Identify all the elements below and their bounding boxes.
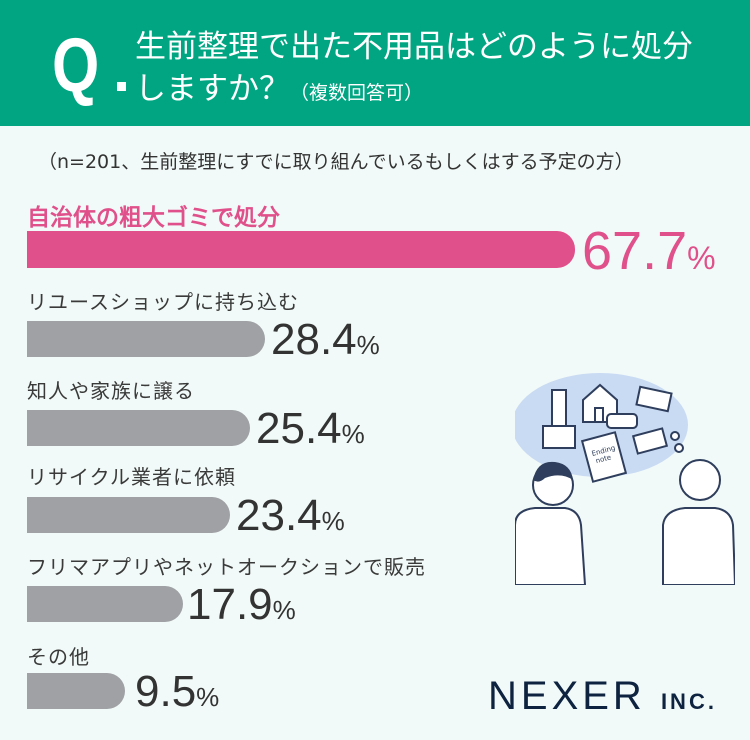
value-unit: % [272,595,296,625]
value-unit: % [321,506,345,536]
value-number: 67.7 [582,221,688,281]
value-number: 23.4 [236,491,322,540]
bar-value: 28.4% [271,318,380,367]
value-unit: % [687,240,716,276]
question-title-text: しますか？ [135,71,290,107]
value-unit: % [341,419,365,449]
item-label: リユースショップに持ち込む [27,290,299,314]
value-number: 17.9 [187,580,273,629]
question-title-suffix: （複数回答可） [290,82,424,104]
bar-value: 9.5% [135,670,219,719]
bar-value: 23.4% [236,494,345,543]
item-label: 自治体の粗大ゴミで処分 [27,205,280,231]
value-unit: % [196,682,220,712]
item-label: 知人や家族に譲る [27,379,195,403]
people-discussion-illustration: Ending note [515,373,735,585]
bar-value: 67.7% [582,224,716,285]
logo-suffix: INC. [660,689,717,714]
item-label: フリマアプリやネットオークションで販売 [27,555,426,579]
q-mark: Q [52,23,100,108]
value-number: 28.4 [271,315,357,364]
bar [27,231,575,268]
item-label: リサイクル業者に依頼 [27,465,236,489]
nexer-logo: NEXER INC. [488,674,717,719]
value-unit: % [356,330,380,360]
question-title-line1: 生前整理で出た不用品はどのように処分 [135,29,693,65]
bar-value: 25.4% [256,407,365,456]
bar-value: 17.9% [187,583,296,632]
sample-note: （n=201、生前整理にすでに取り組んでいるもしくはする予定の方） [38,151,634,173]
bar [27,321,265,357]
q-dot [117,82,126,91]
note-text: note [595,453,612,465]
bar [27,673,125,709]
question-title-line2: しますか？（複数回答可） [135,70,423,112]
bar [27,497,230,533]
bar [27,410,250,446]
value-number: 9.5 [135,667,197,716]
logo-main: NEXER [488,674,646,718]
bar [27,586,183,622]
value-number: 25.4 [256,404,342,453]
item-label: その他 [27,645,90,669]
question-header: Q 生前整理で出た不用品はどのように処分 しますか？（複数回答可） [0,0,750,126]
